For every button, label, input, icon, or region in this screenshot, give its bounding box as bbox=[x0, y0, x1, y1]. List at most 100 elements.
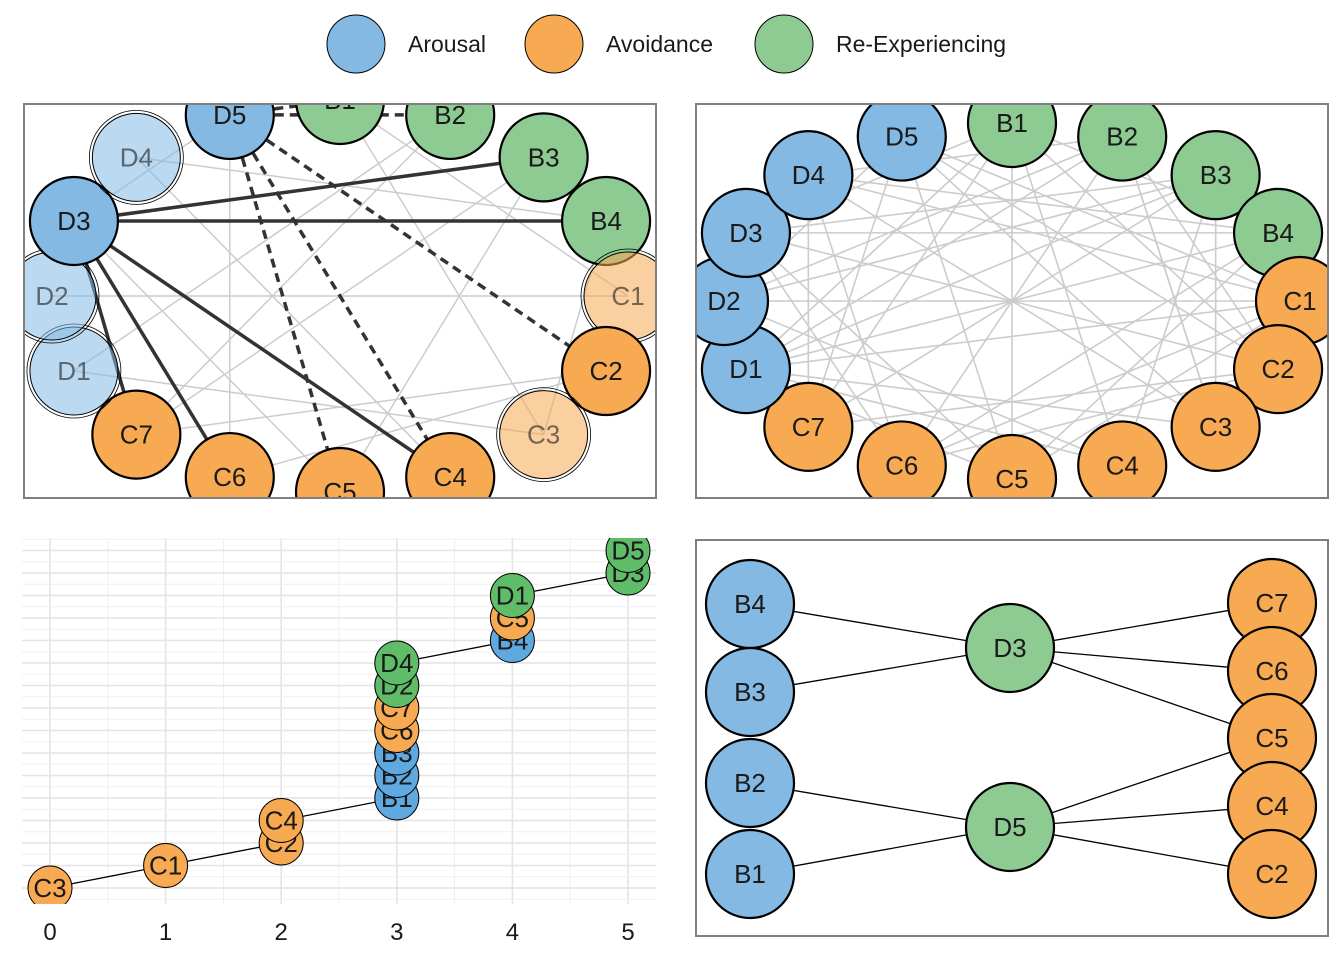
panel-2-node-label-d4: D4 bbox=[792, 160, 825, 190]
panel-1-border bbox=[23, 103, 657, 499]
panel-4-node-label: B2 bbox=[734, 768, 766, 798]
panel-4-node-label: C4 bbox=[1255, 791, 1288, 821]
panel-2-node-label-c1: C1 bbox=[1283, 286, 1316, 316]
panel-1-node-c7: C7 bbox=[91, 389, 182, 480]
panel-3-point-marker bbox=[258, 798, 304, 843]
panel-2-edge bbox=[901, 135, 1217, 428]
panel-2-node-circle-b2 bbox=[1077, 104, 1168, 182]
panel-3-point-d4: D4 bbox=[374, 640, 420, 686]
panel-1-node-circle-b3 bbox=[498, 112, 589, 203]
panel-1-node-d4: D4 bbox=[88, 110, 184, 205]
panel-4-node-label: C5 bbox=[1255, 723, 1288, 753]
panel-2-edge bbox=[745, 174, 1216, 370]
panel-1-node-b1: B1 bbox=[295, 85, 385, 146]
panel-3-point-label: C1 bbox=[149, 851, 182, 881]
legend: Arousal Avoidance Re-Experiencing bbox=[326, 14, 1006, 74]
panel-1-node-circle-d5 bbox=[184, 104, 275, 161]
legend-item-avoidance: Avoidance bbox=[524, 14, 713, 74]
panel-3-x-tick-label: 0 bbox=[43, 919, 56, 946]
panel-2-node-circle-d4 bbox=[763, 130, 854, 221]
panel-1-node-b4: B4 bbox=[560, 175, 652, 267]
panel-3-point-marker bbox=[489, 573, 535, 618]
legend-swatch-reexperiencing bbox=[754, 14, 814, 74]
panel-4-node-label: D5 bbox=[993, 812, 1026, 842]
panel-2-node-d2: D2 bbox=[696, 255, 770, 347]
panel-4-nodes: B4 B3 B2 B1 D3 D5 C7 C6 C5 C4 C2 bbox=[704, 557, 1318, 920]
panel-1-dashed-edge bbox=[228, 114, 342, 493]
panel-4-node-circle bbox=[704, 828, 796, 920]
panel-1-network: D5 B1 B2 B3 B4 C1 C2 C3 C4 C5 C6 C7 D1 D2 D3 D4 bbox=[23, 85, 657, 499]
panel-1-nodes: D5 B1 B2 B3 B4 C1 C2 C3 C4 C5 C6 C7 D1 D2 D3 D4 bbox=[24, 85, 656, 498]
panel-2-node-circle-d3 bbox=[700, 187, 792, 278]
panel-1-node-label-c6: C6 bbox=[213, 462, 246, 492]
panel-1-node-c6: C6 bbox=[184, 431, 275, 498]
panel-4-node-label: B1 bbox=[734, 859, 766, 889]
panel-2-node-circle-d5 bbox=[856, 104, 947, 182]
panel-2-edge bbox=[1121, 136, 1217, 428]
panel-2-node-d3: D3 bbox=[700, 187, 792, 278]
panel-1-node-c2: C2 bbox=[560, 325, 652, 417]
panel-2-node-c1: C1 bbox=[1254, 255, 1328, 347]
panel-2-node-label-c5: C5 bbox=[995, 464, 1028, 494]
legend-label-avoidance: Avoidance bbox=[606, 31, 713, 57]
panel-1-dashed-edge bbox=[228, 113, 608, 373]
panel-2-edge bbox=[901, 135, 1301, 302]
panel-1-node-label-b4: B4 bbox=[590, 206, 622, 236]
panel-1-node-label-c7: C7 bbox=[120, 420, 153, 450]
panel-1-node-ring-c3 bbox=[496, 387, 592, 482]
panel-4-edge bbox=[1009, 737, 1273, 828]
panel-2-node-c7: C7 bbox=[763, 381, 854, 472]
panel-4-node-d3: D3 bbox=[964, 602, 1056, 694]
panel-2-edge bbox=[808, 135, 1123, 176]
panel-2-node-circle-c4 bbox=[1077, 420, 1168, 498]
panel-3-point-label: C3 bbox=[33, 873, 66, 903]
panel-1-node-label-b1: B1 bbox=[324, 85, 356, 115]
panel-1-node-label-b3: B3 bbox=[528, 142, 560, 172]
panel-1-dashed-edge bbox=[228, 114, 452, 478]
panel-1-light-edge bbox=[73, 370, 544, 436]
panel-1-light-edge bbox=[136, 370, 607, 436]
panel-3-point-c4: C4 bbox=[258, 798, 304, 843]
panel-1-node-circle-c2 bbox=[560, 325, 652, 417]
panel-2-node-d4: D4 bbox=[763, 130, 854, 221]
legend-item-arousal: Arousal bbox=[326, 14, 486, 74]
panel-4-node-label: D3 bbox=[993, 633, 1026, 663]
panel-2-border bbox=[695, 103, 1329, 499]
panel-2-node-circle-b1 bbox=[966, 104, 1058, 169]
panel-2-node-b4: B4 bbox=[1232, 187, 1324, 278]
panel-4-node-circle bbox=[964, 602, 1056, 694]
panel-1-node-label-c4: C4 bbox=[434, 462, 467, 492]
panel-1-node-c4: C4 bbox=[405, 431, 496, 498]
panel-4-node-d5: D5 bbox=[964, 781, 1056, 873]
panel-3-point-label: D5 bbox=[611, 536, 644, 566]
legend-label-reexperiencing: Re-Experiencing bbox=[836, 31, 1006, 57]
panel-2-node-c3: C3 bbox=[1170, 381, 1261, 472]
panel-2-network: D5 B1 B2 B3 B4 C1 C2 C3 C4 C5 C6 C7 D1 D2 D3 D4 bbox=[695, 103, 1329, 499]
legend-swatch-arousal bbox=[326, 14, 386, 74]
panel-4-node-circle bbox=[1226, 828, 1318, 920]
panel-2-node-c5: C5 bbox=[966, 433, 1058, 498]
panel-3-x-tick-label: 1 bbox=[159, 919, 172, 946]
panel-1-node-circle-c7 bbox=[91, 389, 182, 480]
panel-2-node-label-c2: C2 bbox=[1261, 354, 1294, 384]
panel-1-light-edge bbox=[135, 114, 451, 436]
panel-3-x-tick-label: 2 bbox=[275, 919, 288, 946]
panel-4-network: B4 B3 B2 B1 D3 D5 C7 C6 C5 C4 C2 bbox=[695, 539, 1329, 937]
panel-2-node-c2: C2 bbox=[1232, 324, 1324, 415]
panel-1-node-label-c2: C2 bbox=[589, 356, 622, 386]
panel-1-node-label-b2: B2 bbox=[434, 100, 466, 130]
panel-2-edge bbox=[723, 135, 1123, 302]
panel-1-node-label-c1: C1 bbox=[611, 281, 644, 311]
panel-1-light-edge bbox=[135, 156, 451, 478]
panel-3-point-d1: D1 bbox=[489, 573, 535, 618]
panel-3-point-marker bbox=[605, 538, 651, 573]
panel-2-edge bbox=[901, 136, 1013, 480]
panel-1-node-circle-d4 bbox=[91, 112, 181, 202]
panel-1-node-c3: C3 bbox=[496, 387, 592, 482]
panel-1-node-b2: B2 bbox=[405, 100, 496, 161]
panel-1-node-b3: B3 bbox=[498, 112, 589, 203]
panel-1-node-circle-d3 bbox=[28, 175, 120, 267]
panel-2-edge bbox=[808, 174, 1279, 234]
